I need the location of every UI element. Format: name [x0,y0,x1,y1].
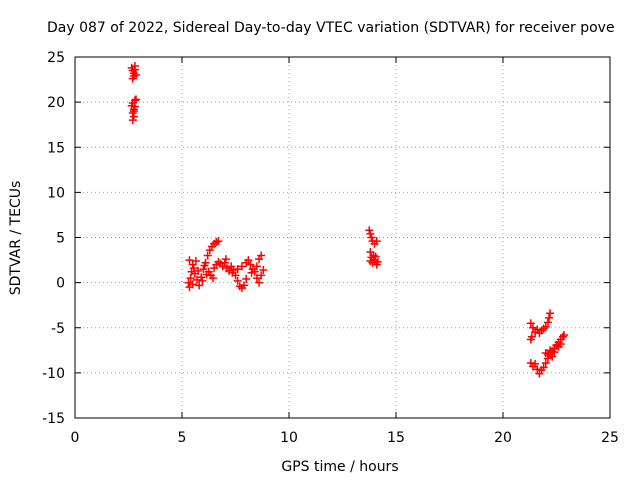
data-point [528,323,537,332]
data-point [367,233,376,242]
data-point [550,348,559,357]
x-tick-label: 5 [178,430,187,446]
data-point [203,251,212,260]
data-point [192,275,201,284]
data-point [372,237,381,246]
data-point [558,332,567,341]
y-tick-label: 20 [47,95,65,111]
x-axis-label: GPS time / hours [281,459,398,475]
data-point [228,268,237,277]
data-point [559,330,568,339]
data-point [131,95,140,104]
data-point [129,71,138,80]
y-tick-label: 0 [56,276,65,292]
data-point [186,274,195,283]
data-point [556,339,565,348]
data-point [366,256,375,265]
data-point [221,255,230,264]
series-cluster-5-9h [184,237,268,293]
data-point [240,281,249,290]
data-point [233,265,242,274]
x-tick-label: 10 [280,430,298,446]
data-point [199,265,208,274]
data-point [184,278,193,287]
chart-title: Day 087 of 2022, Sidereal Day-to-day VTE… [47,20,615,36]
data-point [257,271,266,280]
data-point [198,276,207,285]
x-tick-label: 25 [601,430,619,446]
data-point [209,274,218,283]
data-point [371,252,380,261]
data-point [259,265,268,274]
y-tick-label: -5 [51,321,65,337]
y-tick-label: -10 [42,366,65,382]
y-tick-label: -15 [42,411,65,427]
data-point [247,268,256,277]
data-point [539,363,548,372]
data-point [533,365,542,374]
data-point [257,251,266,260]
data-point [255,278,264,287]
data-point [548,352,557,361]
data-point [129,107,138,116]
data-point [373,257,382,266]
data-point [202,270,211,279]
data-point [214,237,223,246]
data-point [545,313,554,322]
series-cluster-13.9h [365,226,382,269]
data-point [194,266,203,275]
data-point [200,261,209,270]
data-point [242,275,251,284]
data-point [128,116,137,125]
data-point [531,359,540,368]
data-point [365,226,374,235]
data-point [526,319,535,328]
data-point [195,281,204,290]
data-point [188,280,197,289]
y-tick-label: 5 [56,231,65,247]
data-point [546,346,555,355]
data-point [541,358,550,367]
series-cluster-21-23h [526,309,568,378]
data-point [541,322,550,331]
x-tick-label: 20 [494,430,512,446]
data-point [185,256,194,265]
x-tick-label: 0 [71,430,80,446]
data-point [128,108,137,117]
data-point [527,332,536,341]
data-point [189,264,198,273]
y-axis-label: SDTVAR / TECUs [8,181,24,296]
y-tick-label: 15 [47,140,65,156]
data-point [252,262,261,271]
data-point [246,260,255,269]
y-tick-label: 10 [47,185,65,201]
data-point [130,62,139,71]
series-cluster-2.7h-mid [127,95,140,125]
data-point [543,350,552,359]
data-point [130,102,139,111]
data-point [233,276,242,285]
data-point [244,256,253,265]
data-point [543,318,552,327]
data-point [220,258,229,267]
series-cluster-2.7h-high [127,62,140,83]
data-point [546,309,555,318]
axis-ticks: 0 5 10 15 20 25 -15 -10 -5 0 5 10 15 20 25 [42,50,619,446]
grid [75,57,610,418]
data-point [191,256,200,265]
data-points [127,62,568,378]
data-point [252,274,261,283]
y-tick-label: 25 [47,50,65,66]
data-point [197,273,206,282]
data-point [237,262,246,271]
data-point [366,229,375,238]
x-tick-label: 15 [387,430,405,446]
